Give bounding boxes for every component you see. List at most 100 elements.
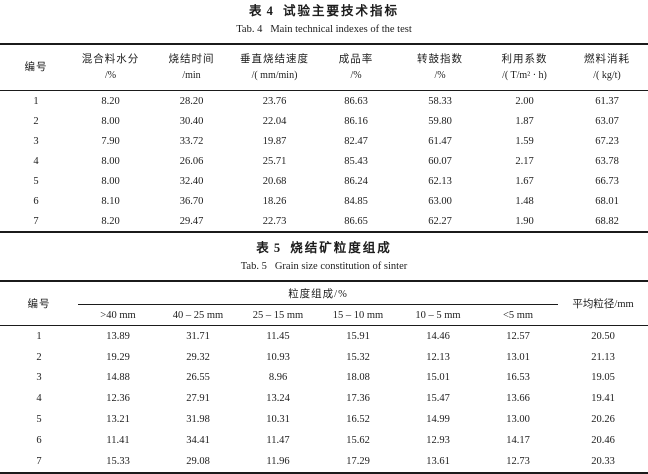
table-cell: 13.89 <box>106 330 130 342</box>
table-cell: 15.91 <box>346 330 370 342</box>
table-cell: 8.00 <box>101 115 120 127</box>
table5-header-row-group: 编号 粒度组成/% 平均粒径/mm <box>0 281 648 326</box>
table-cell: 13.21 <box>106 414 130 426</box>
table4-col-sinter-time: 烧结时间/min <box>149 44 234 91</box>
table-cell: 8.20 <box>101 215 120 227</box>
table-row: 7 8.20 29.47 22.73 86.65 62.27 1.90 68.82 <box>0 211 648 232</box>
table-cell: 12.73 <box>506 455 530 467</box>
table5-grain-size-constitution: 编号 粒度组成/% 平均粒径/mm >40 mm 40 – 25 mm 25 –… <box>0 280 648 474</box>
table-cell: 20.46 <box>591 434 615 446</box>
table4-col-id: 编号 <box>0 44 72 91</box>
table-cell: 15.47 <box>426 393 450 405</box>
table-cell: 6 <box>36 434 42 446</box>
table-cell: 62.27 <box>428 215 452 227</box>
table-cell: 25.71 <box>262 155 287 167</box>
table-cell: 12.93 <box>426 434 450 446</box>
table4-col-yield: 成品率/% <box>315 44 397 91</box>
table-cell: 13.01 <box>506 351 530 363</box>
table-cell: 28.20 <box>179 95 204 107</box>
table5-col-gt40: >40 mm <box>78 304 158 326</box>
table5-col-id: 编号 <box>0 281 78 326</box>
table-cell: 27.91 <box>186 393 210 405</box>
table-cell: 13.66 <box>506 393 530 405</box>
table-cell: 15.33 <box>106 455 130 467</box>
table5-title-cn: 表 5 烧结矿粒度组成 <box>0 240 648 257</box>
table-cell: 7.90 <box>101 135 120 147</box>
table-cell: 12.57 <box>506 330 530 342</box>
table-cell: 32.40 <box>179 175 204 187</box>
table-cell: 62.13 <box>428 175 452 187</box>
table-cell: 82.47 <box>344 135 368 147</box>
table5-body: 1 13.89 31.71 11.45 15.91 14.46 12.57 20.50 2 19.… <box>0 326 648 473</box>
table5-group-header: 粒度组成/% <box>78 281 559 305</box>
table-row: 7 15.33 29.08 11.96 17.29 13.61 12.73 20.33 <box>0 451 648 473</box>
table-cell: 2.17 <box>515 155 534 167</box>
table-row: 2 19.29 29.32 10.93 15.32 12.13 13.01 21.13 <box>0 347 648 368</box>
table-cell: 1.48 <box>515 195 534 207</box>
table-cell: 10.93 <box>266 351 290 363</box>
table-cell: 15.32 <box>346 351 370 363</box>
table5-col-15-10: 15 – 10 mm <box>318 304 398 326</box>
table-cell: 86.63 <box>344 95 368 107</box>
table-row: 1 8.20 28.20 23.76 86.63 58.33 2.00 61.37 <box>0 91 648 112</box>
table-cell: 11.45 <box>266 330 290 342</box>
table4-col-tumbler-index: 转鼓指数/% <box>397 44 483 91</box>
table-cell: 22.04 <box>262 115 287 127</box>
table4-header: 编号 混合料水分/% 烧结时间/min 垂直烧结速度/( mm/min) 成品率… <box>0 44 648 91</box>
table4-title-cn-label: 表 4 <box>249 4 274 18</box>
table-cell: 21.13 <box>591 351 615 363</box>
table-cell: 26.06 <box>179 155 204 167</box>
table-cell: 4 <box>33 155 39 167</box>
table-cell: 11.41 <box>106 434 130 446</box>
table-cell: 2 <box>36 351 42 363</box>
table-cell: 8.96 <box>268 372 288 384</box>
table4-title-en: Tab. 4 Main technical indexes of the test <box>0 23 648 37</box>
table-cell: 7 <box>36 455 42 467</box>
table-cell: 19.41 <box>591 393 615 405</box>
table-cell: 13.24 <box>266 393 290 405</box>
table-cell: 14.17 <box>506 434 530 446</box>
table-cell: 34.41 <box>186 434 210 446</box>
table5-col-average-size: 平均粒径/mm <box>558 281 648 326</box>
table5-header: 编号 粒度组成/% 平均粒径/mm >40 mm 40 – 25 mm 25 –… <box>0 281 648 326</box>
table-cell: 1.90 <box>515 215 534 227</box>
table-row: 4 8.00 26.06 25.71 85.43 60.07 2.17 63.78 <box>0 151 648 171</box>
table-cell: 15.62 <box>346 434 370 446</box>
table4-col-utilization: 利用系数/( T/m² · h) <box>483 44 566 91</box>
table-cell: 2.00 <box>515 95 534 107</box>
table-row: 1 13.89 31.71 11.45 15.91 14.46 12.57 20.50 <box>0 326 648 347</box>
table-cell: 30.40 <box>179 115 204 127</box>
table5-title-en-text: Grain size constitution of sinter <box>274 261 408 272</box>
table-cell: 14.88 <box>106 372 130 384</box>
table-cell: 63.07 <box>595 115 619 127</box>
table5-title-cn-text: 烧结矿粒度组成 <box>290 241 392 255</box>
table-cell: 18.08 <box>346 372 370 384</box>
table4-body: 1 8.20 28.20 23.76 86.63 58.33 2.00 61.37 2 8.00 3… <box>0 91 648 233</box>
table-cell: 61.37 <box>595 95 619 107</box>
table-cell: 22.73 <box>262 215 287 227</box>
table-row: 6 8.10 36.70 18.26 84.85 63.00 1.48 68.01 <box>0 191 648 211</box>
table-cell: 8.10 <box>101 195 120 207</box>
table-cell: 16.53 <box>506 372 530 384</box>
table5-title-block: 表 5 烧结矿粒度组成 Tab. 5 Grain size constitution… <box>0 233 648 274</box>
table-cell: 61.47 <box>428 135 452 147</box>
table-cell: 31.71 <box>186 330 210 342</box>
table-cell: 19.29 <box>106 351 130 363</box>
table-cell: 11.96 <box>266 455 290 467</box>
table-cell: 86.24 <box>344 175 368 187</box>
table4-main-technical-indexes: 编号 混合料水分/% 烧结时间/min 垂直烧结速度/( mm/min) 成品率… <box>0 43 648 233</box>
table4-title-en-text: Main technical indexes of the test <box>270 24 412 35</box>
table-cell: 33.72 <box>179 135 204 147</box>
table-cell: 2 <box>33 115 39 127</box>
table-cell: 1.87 <box>515 115 534 127</box>
table-cell: 8.00 <box>101 155 120 167</box>
table-cell: 68.01 <box>595 195 619 207</box>
table4-col-vertical-speed: 垂直烧结速度/( mm/min) <box>234 44 315 91</box>
table-cell: 59.80 <box>428 115 452 127</box>
table5-col-25-15: 25 – 15 mm <box>238 304 318 326</box>
table4-title-cn: 表 4 试验主要技术指标 <box>0 3 648 20</box>
table-cell: 14.99 <box>426 414 450 426</box>
table-cell: 5 <box>33 175 39 187</box>
table-cell: 1 <box>36 330 42 342</box>
table-cell: 20.50 <box>591 330 615 342</box>
